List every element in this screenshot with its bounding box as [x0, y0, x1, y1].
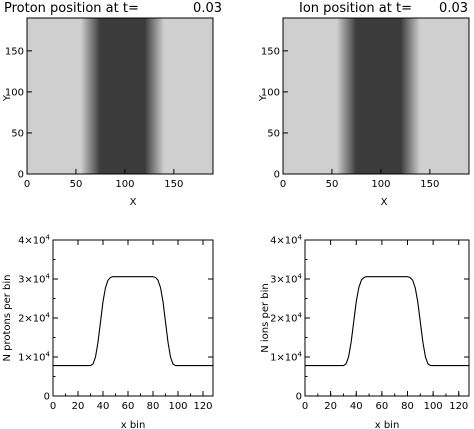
y-tick-label: 100 [261, 87, 280, 98]
ion-position-title-value: 0.03 [439, 1, 468, 16]
x-tick-label: 100 [168, 401, 187, 412]
ions-per-bin-xlabel: x bin [375, 420, 400, 429]
y-tick-label: 2×104 [18, 312, 50, 325]
proton-position-panel: Proton position at t= 0.03 0 50 100 150 0 50 1… [2, 1, 222, 208]
y-tick-label: 150 [5, 46, 24, 57]
x-tick-label: 80 [401, 401, 414, 412]
ion-position-ticks: 0 50 100 150 0 50 100 150 [261, 46, 439, 190]
y-tick-label: 0 [296, 392, 302, 403]
x-tick-label: 0 [24, 179, 30, 190]
ions-per-bin-ylabel: N ions per bin [260, 283, 271, 353]
ions-per-bin-ticks: 0 20 40 60 80 100 120 0 1×104 2×104 3×104 4×104 [270, 234, 469, 412]
y-tick-label: 100 [5, 87, 24, 98]
y-tick-label: 0 [274, 170, 280, 181]
x-tick-label: 50 [326, 179, 339, 190]
proton-position-title-value: 0.03 [193, 1, 222, 16]
protons-per-bin-xlabel: x bin [121, 420, 146, 429]
ion-position-panel: Ion position at t= 0.03 0 50 100 150 0 50 100 1… [258, 1, 470, 208]
ion-position-density-fill [283, 18, 469, 174]
x-tick-label: 0 [280, 179, 286, 190]
y-tick-label: 3×104 [18, 273, 50, 286]
y-tick-label: 3×104 [270, 273, 302, 286]
proton-position-ylabel: Y [2, 94, 13, 102]
y-tick-label: 1×104 [270, 351, 302, 364]
x-tick-label: 0 [302, 401, 308, 412]
y-tick-label: 50 [11, 128, 24, 139]
x-tick-label: 100 [371, 179, 390, 190]
ion-position-frame [282, 17, 470, 175]
x-tick-label: 40 [350, 401, 363, 412]
x-tick-label: 150 [420, 179, 439, 190]
protons-per-bin-panel: 0 20 40 60 80 100 120 0 1×104 2×104 3×104 4×104 x b… [2, 234, 214, 429]
y-tick-label: 1×104 [18, 351, 50, 364]
x-tick-label: 100 [115, 179, 134, 190]
proton-position-ticks: 0 50 100 150 0 50 100 150 [5, 46, 183, 190]
proton-position-frame [26, 17, 214, 175]
ion-density-map [283, 18, 469, 174]
x-tick-label: 120 [449, 401, 468, 412]
x-tick-label: 150 [164, 179, 183, 190]
proton-position-xlabel: X [130, 197, 137, 208]
x-tick-label: 120 [193, 401, 212, 412]
proton-density-map [27, 18, 213, 174]
y-tick-label: 4×104 [18, 234, 50, 247]
protons-per-bin-ticks: 0 20 40 60 80 100 120 0 1×104 2×104 3×104 4×104 [18, 234, 213, 412]
y-tick-label: 50 [267, 128, 280, 139]
ions-per-bin-panel: 0 20 40 60 80 100 120 0 1×104 2×104 3×104 4×104 x b… [260, 234, 470, 429]
y-tick-label: 4×104 [270, 234, 302, 247]
proton-position-title-label: Proton position at t= [4, 1, 139, 16]
y-tick-label: 0 [44, 392, 50, 403]
x-tick-label: 60 [122, 401, 135, 412]
ion-position-ylabel: Y [258, 94, 269, 102]
x-tick-label: 100 [424, 401, 443, 412]
ions-per-bin-frame [304, 239, 470, 397]
ion-position-title-label: Ion position at t= [299, 1, 412, 16]
x-tick-label: 40 [97, 401, 110, 412]
proton-position-density-fill [27, 18, 213, 174]
x-tick-label: 80 [147, 401, 160, 412]
x-tick-label: 60 [376, 401, 389, 412]
protons-per-bin-ylabel: N protons per bin [2, 274, 13, 361]
x-tick-label: 20 [324, 401, 337, 412]
y-tick-label: 150 [261, 46, 280, 57]
x-tick-label: 50 [70, 179, 83, 190]
ions-per-bin-line [305, 276, 469, 367]
x-tick-label: 20 [72, 401, 85, 412]
protons-per-bin-line [53, 276, 213, 367]
x-tick-label: 0 [50, 401, 56, 412]
protons-per-bin-frame [52, 239, 214, 397]
ion-position-xlabel: X [381, 197, 388, 208]
y-tick-label: 0 [18, 170, 24, 181]
y-tick-label: 2×104 [270, 312, 302, 325]
